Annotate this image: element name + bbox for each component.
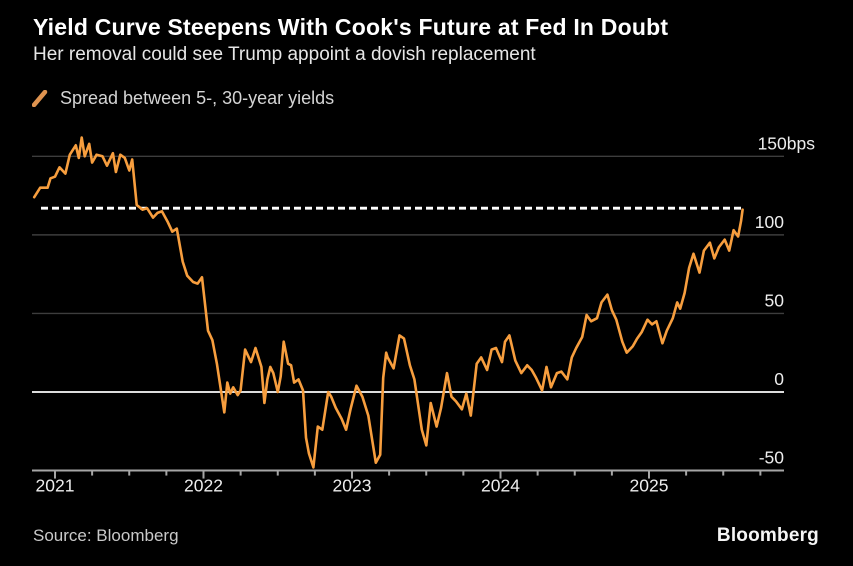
- x-tick-label: 2021: [36, 476, 75, 496]
- y-tick-label: 0: [774, 369, 784, 389]
- y-tick-label: -50: [759, 448, 785, 468]
- chart-title: Yield Curve Steepens With Cook's Future …: [33, 14, 669, 40]
- chart-subtitle: Her removal could see Trump appoint a do…: [33, 44, 536, 65]
- x-tick-label: 2023: [333, 476, 372, 496]
- x-tick-label: 2024: [481, 476, 520, 496]
- y-tick-label: 150bps: [758, 133, 816, 153]
- x-tick-label: 2022: [184, 476, 223, 496]
- legend-label: Spread between 5-, 30-year yields: [60, 88, 335, 108]
- source-text: Source: Bloomberg: [33, 526, 179, 545]
- y-tick-label: 100: [755, 212, 784, 232]
- series-swatch-icon: [32, 90, 48, 107]
- y-tick-label: 50: [765, 290, 785, 310]
- legend: Spread between 5-, 30-year yields: [32, 88, 334, 109]
- series-line-5-30-spread: [32, 136, 744, 469]
- x-tick-label: 2025: [630, 476, 669, 496]
- bloomberg-logo: Bloomberg: [716, 525, 819, 546]
